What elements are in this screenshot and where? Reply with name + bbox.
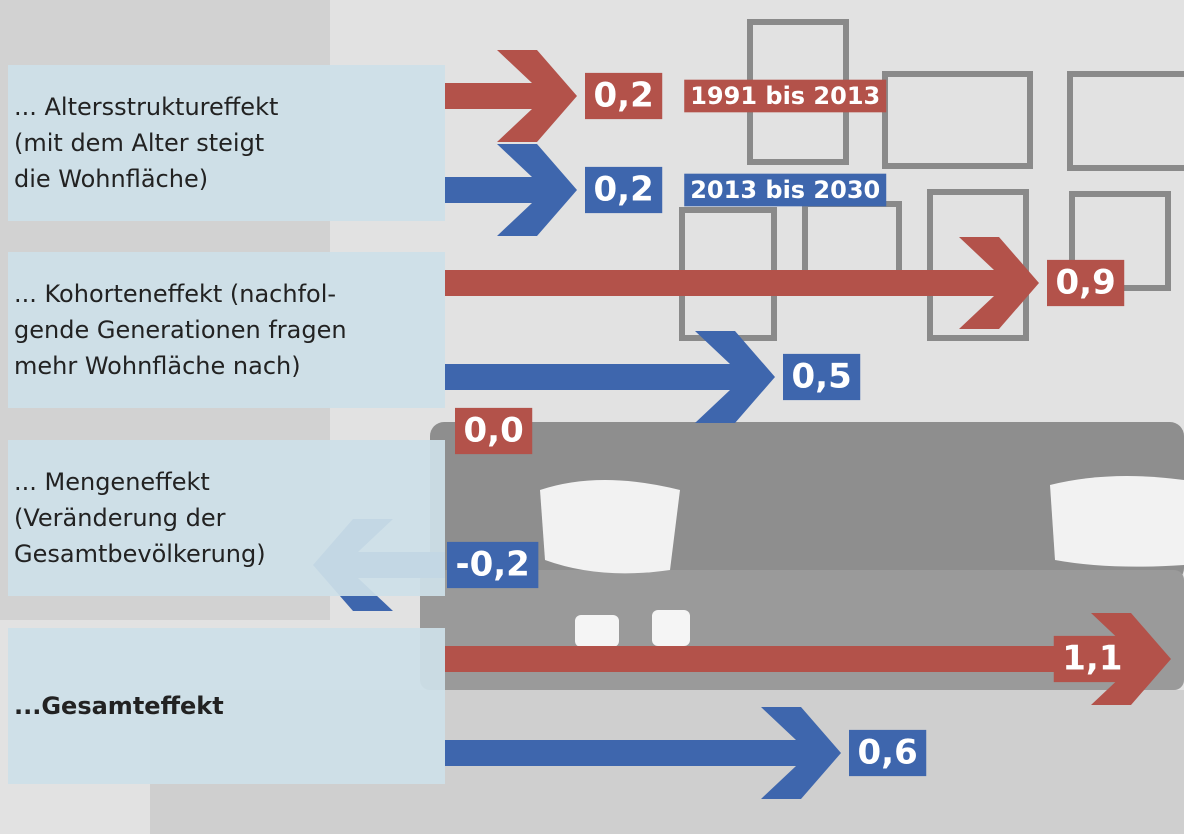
legend-label: 1991 bis 2013: [690, 82, 880, 110]
legend-label: 2013 bis 2030: [690, 176, 880, 204]
category-label: ... Kohorteneffekt (nachfol- gende Gener…: [8, 252, 445, 408]
value-label: 0,2: [594, 76, 654, 116]
value-label: 1,1: [1062, 639, 1122, 679]
category-label: ...Gesamteffekt: [8, 628, 445, 784]
value-label: 0,5: [792, 357, 852, 397]
value-label: 0,0: [464, 411, 524, 451]
value-label: -0,2: [456, 545, 530, 585]
category-label: ... Altersstruktureffekt (mit dem Alter …: [8, 65, 445, 221]
value-label: 0,9: [1056, 263, 1116, 303]
infographic: 0,2 1991 bis 2013 0,9 0,0 1,1 0,2 2013 bis 203…: [0, 0, 1184, 834]
category-label: ... Mengeneffekt (Veränderung der Gesamt…: [8, 440, 445, 596]
value-label: 0,6: [858, 733, 918, 773]
value-label: 0,2: [594, 170, 654, 210]
